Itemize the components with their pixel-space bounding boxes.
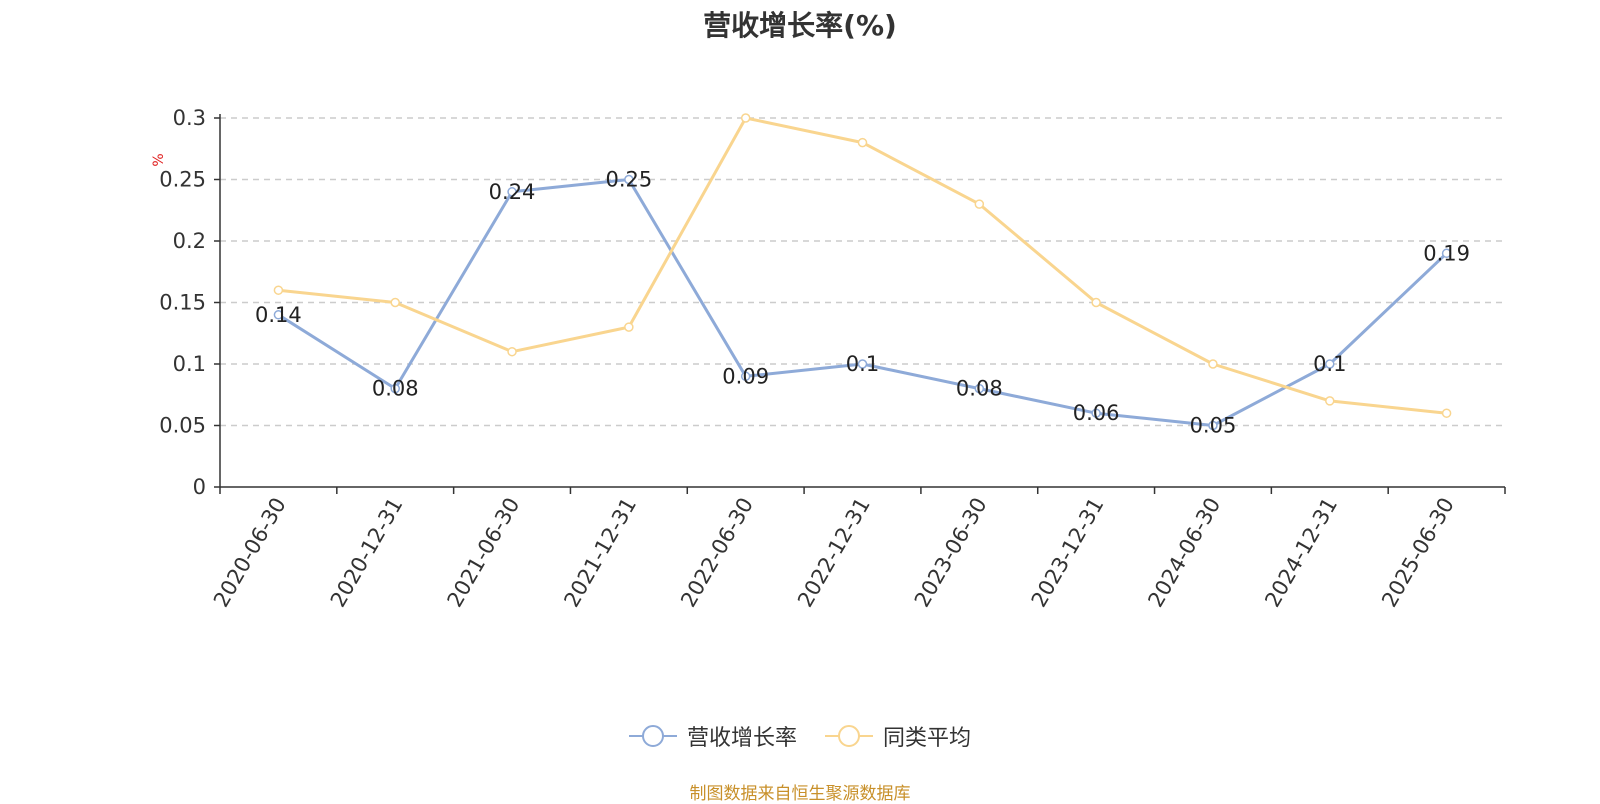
x-tick-label: 2020-12-31 — [326, 494, 408, 612]
y-tick-label: 0.15 — [159, 291, 206, 315]
legend-label-series-2: 同类平均 — [883, 726, 972, 751]
source-note: 制图数据来自恒生聚源数据库 — [689, 784, 911, 804]
data-label: 0.14 — [255, 303, 302, 327]
legend-line-circle-icon — [628, 725, 677, 747]
data-point — [273, 310, 284, 320]
x-tick-label: 2025-06-30 — [1377, 494, 1459, 612]
x-tick-label: 2021-06-30 — [443, 494, 525, 612]
data-point — [1091, 408, 1101, 418]
data-point — [974, 199, 985, 209]
data-point — [857, 137, 868, 148]
legend-item-series-1[interactable]: 营收增长率 — [628, 720, 797, 752]
legend-line-circle-icon — [825, 725, 873, 747]
data-point — [1325, 396, 1335, 406]
data-label: 0.1 — [1313, 352, 1346, 376]
legend-item-series-2[interactable]: 同类平均 — [825, 720, 971, 752]
data-point — [1441, 248, 1452, 259]
data-point — [273, 285, 284, 295]
data-label: 0.05 — [1190, 414, 1237, 438]
x-tick-label: 2024-06-30 — [1143, 494, 1225, 612]
y-tick-label: 0.05 — [159, 414, 206, 438]
data-point — [740, 113, 751, 123]
data-point — [1325, 359, 1335, 369]
x-tick-label: 2024-12-31 — [1260, 494, 1342, 612]
data-point — [624, 322, 634, 332]
y-tick-label: 0 — [193, 475, 206, 499]
data-point — [857, 359, 868, 369]
data-label: 0.19 — [1423, 241, 1470, 265]
x-tick-label: 2023-12-31 — [1027, 494, 1109, 612]
x-tick-label: 2022-12-31 — [793, 494, 875, 612]
y-tick-label: 0.25 — [159, 168, 206, 192]
data-point — [1441, 408, 1452, 418]
legend: 营收增长率 同类平均 — [0, 720, 1600, 752]
data-point — [1208, 420, 1218, 431]
x-tick-label: 2023-06-30 — [910, 494, 992, 612]
y-tick-label: 0.1 — [173, 352, 206, 376]
data-label: 0.06 — [1073, 401, 1120, 425]
line-chart: 0 0.05 0.1 0.15 0.2 0.25 0.3% 2020-06-30 2020-12… — [151, 106, 1506, 612]
series-lines — [273, 113, 1452, 431]
data-point — [507, 346, 517, 357]
data-point — [390, 383, 400, 394]
data-point — [1208, 359, 1218, 369]
data-labels: 0.14 0.08 0.24 0.25 0.09 0.1 0.08 0.06 0.05 0.1 0.… — [255, 168, 1470, 438]
axes: 0 0.05 0.1 0.15 0.2 0.25 0.3% 2020-06-30 2020-12… — [151, 106, 1506, 612]
data-label: 0.09 — [722, 364, 769, 388]
data-label: 0.24 — [489, 180, 536, 204]
data-point — [1091, 297, 1101, 308]
data-label: 0.08 — [956, 377, 1003, 401]
x-tick-label: 2021-12-31 — [559, 494, 641, 612]
x-tick-label: 2022-06-30 — [676, 494, 758, 612]
data-label: 0.25 — [605, 168, 652, 192]
data-point — [974, 383, 985, 394]
x-tick-label: 2020-06-30 — [209, 494, 291, 612]
y-tick-label: 0.3 — [173, 106, 206, 130]
data-point — [624, 174, 634, 185]
y-tick-label: 0.2 — [173, 229, 206, 253]
y-axis-unit-label: % — [151, 153, 167, 166]
chart-title: 营收增长率(%) — [703, 9, 897, 42]
data-point — [507, 187, 517, 197]
legend-label-series-1: 营收增长率 — [686, 726, 797, 751]
data-label: 0.08 — [372, 377, 419, 401]
data-point — [740, 371, 751, 382]
data-label: 0.1 — [846, 352, 879, 376]
data-point — [390, 297, 400, 308]
